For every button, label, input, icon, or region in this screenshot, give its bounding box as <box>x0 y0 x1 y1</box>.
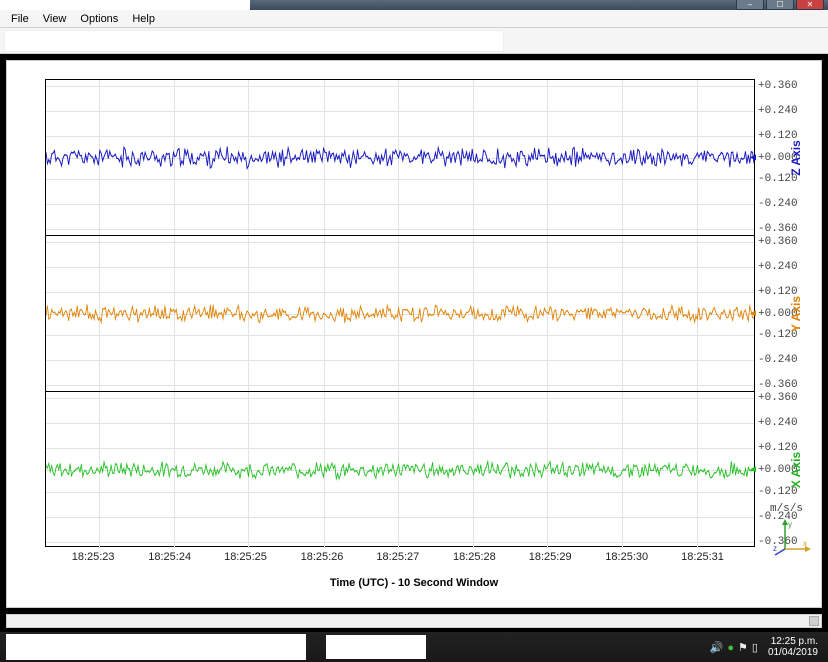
zero-marker-icon: ◀ <box>750 308 756 320</box>
menu-help[interactable]: Help <box>125 13 162 25</box>
y-tick-label: +0.240 <box>758 105 798 117</box>
title-text-area <box>0 0 250 10</box>
y-units-label: m/s/s <box>770 503 803 515</box>
title-bar: – ☐ ✕ <box>0 0 828 10</box>
power-icon[interactable]: ▯ <box>752 642 758 654</box>
trace-x-ax <box>46 392 754 548</box>
zero-marker-icon: ◀ <box>750 464 756 476</box>
network-icon[interactable]: ● <box>727 642 734 654</box>
zero-marker-icon: ◀ <box>750 152 756 164</box>
axis-label-z-ax: Z Axis <box>789 140 803 176</box>
tray-time: 12:25 p.m. <box>768 636 818 647</box>
y-tick-label: +0.240 <box>758 261 798 273</box>
system-tray: 🔊● ⚑ ▯ 12:25 p.m. 01/04/2019 <box>710 636 828 658</box>
y-tick-label: +0.360 <box>758 236 798 248</box>
scrollbar-thumb[interactable] <box>809 616 819 626</box>
y-tick-label: -0.360 <box>758 223 798 235</box>
y-tick-label: -0.240 <box>758 198 798 210</box>
menu-bar: File View Options Help <box>0 10 828 28</box>
y-tick-label: -0.360 <box>758 379 798 391</box>
tray-date: 01/04/2019 <box>768 647 818 658</box>
x-tick-label: 18:25:26 <box>301 551 344 563</box>
taskbar: 🔊● ⚑ ▯ 12:25 p.m. 01/04/2019 <box>0 632 828 662</box>
trace-y-ax <box>46 236 754 391</box>
taskbar-app-area-2 <box>326 635 426 659</box>
x-tick-label: 18:25:25 <box>224 551 267 563</box>
plot-region[interactable]: +0.360+0.240+0.120+0.000-0.120-0.240-0.3… <box>45 79 755 547</box>
y-tick-label: +0.360 <box>758 80 798 92</box>
flag-icon[interactable]: ⚑ <box>738 642 748 654</box>
speaker-icon[interactable]: 🔊 <box>710 642 724 654</box>
y-tick-label: -0.240 <box>758 354 798 366</box>
tray-clock[interactable]: 12:25 p.m. 01/04/2019 <box>768 636 818 658</box>
close-button[interactable]: ✕ <box>796 0 824 10</box>
axis-label-x-ax: X Axis <box>789 452 803 488</box>
x-ticks: 18:25:23 18:25:24 18:25:25 18:25:26 18:25:27… <box>39 551 761 571</box>
x-tick-label: 18:25:31 <box>681 551 724 563</box>
window-controls: – ☐ ✕ <box>736 0 828 10</box>
x-tick-label: 18:25:30 <box>605 551 648 563</box>
y-tick-label: +0.360 <box>758 392 798 404</box>
menu-options[interactable]: Options <box>73 13 125 25</box>
horizontal-scrollbar[interactable] <box>6 614 822 628</box>
x-tick-label: 18:25:24 <box>148 551 191 563</box>
svg-text:x: x <box>803 539 807 548</box>
svg-text:y: y <box>788 520 792 529</box>
svg-text:z: z <box>773 544 777 553</box>
taskbar-app-area <box>6 634 306 660</box>
x-tick-label: 18:25:29 <box>529 551 572 563</box>
panel-x-ax: +0.360+0.240+0.120+0.000-0.120-0.240-0.3… <box>46 392 754 548</box>
blank-region <box>45 581 245 595</box>
panel-z-ax: +0.360+0.240+0.120+0.000-0.120-0.240-0.3… <box>46 80 754 236</box>
minimize-button[interactable]: – <box>736 0 764 10</box>
trace-z-ax <box>46 80 754 235</box>
toolbar-area <box>4 30 504 52</box>
panel-y-ax: +0.360+0.240+0.120+0.000-0.120-0.240-0.3… <box>46 236 754 392</box>
maximize-button[interactable]: ☐ <box>766 0 794 10</box>
chart-container: +0.360+0.240+0.120+0.000-0.120-0.240-0.3… <box>6 60 822 608</box>
menu-file[interactable]: File <box>4 13 36 25</box>
x-tick-label: 18:25:23 <box>72 551 115 563</box>
toolbar <box>0 28 828 54</box>
menu-view[interactable]: View <box>36 13 74 25</box>
y-tick-label: +0.240 <box>758 417 798 429</box>
axis-gizmo-icon: y x z <box>773 517 813 557</box>
axis-label-y-ax: Y Axis <box>789 295 803 331</box>
x-tick-label: 18:25:28 <box>453 551 496 563</box>
x-tick-label: 18:25:27 <box>376 551 419 563</box>
